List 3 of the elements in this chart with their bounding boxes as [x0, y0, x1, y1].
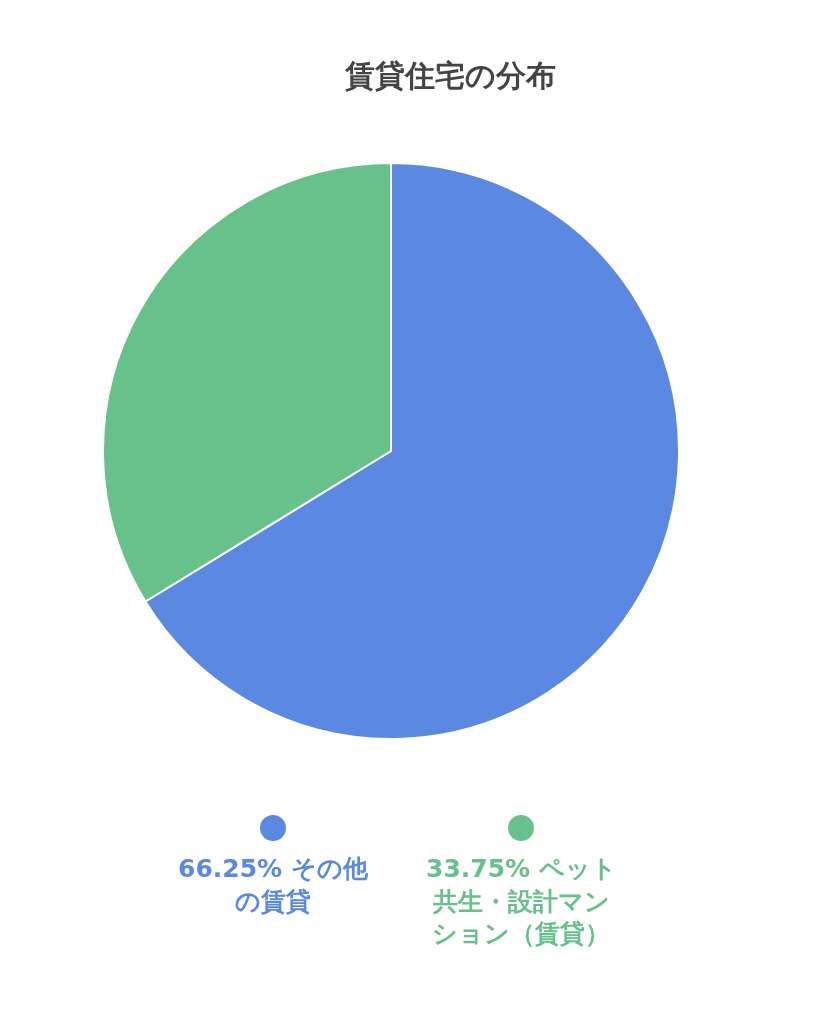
chart-title: 賃貸住宅の分布	[344, 58, 556, 93]
legend-label: 33.75% ペット共生・設計マンション（賃貸）	[426, 854, 617, 948]
legend-label: 66.25% その他の賃貸	[178, 854, 369, 916]
